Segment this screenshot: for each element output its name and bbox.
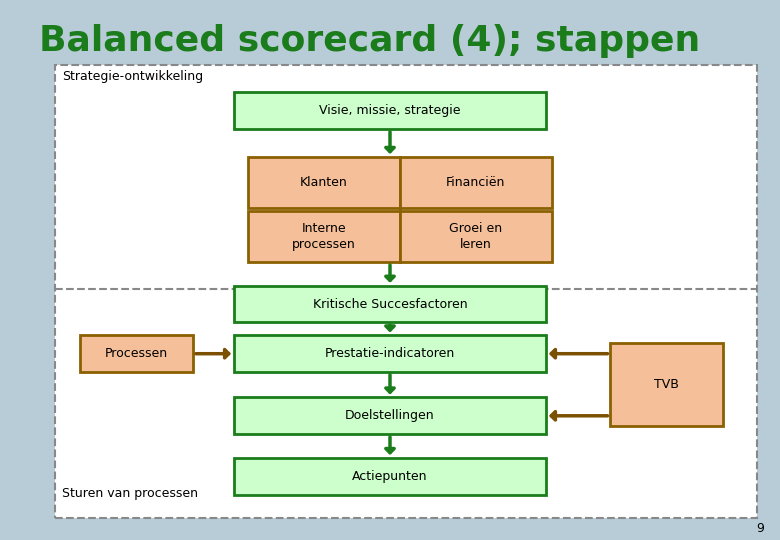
Text: Actiepunten: Actiepunten xyxy=(353,470,427,483)
Text: Sturen van processen: Sturen van processen xyxy=(62,487,198,500)
FancyBboxPatch shape xyxy=(234,458,546,495)
FancyBboxPatch shape xyxy=(399,157,552,208)
FancyBboxPatch shape xyxy=(55,65,757,518)
Text: Kritische Succesfactoren: Kritische Succesfactoren xyxy=(313,298,467,310)
Text: Visie, missie, strategie: Visie, missie, strategie xyxy=(319,104,461,117)
FancyBboxPatch shape xyxy=(234,286,546,322)
FancyBboxPatch shape xyxy=(248,211,399,262)
Text: Financiën: Financiën xyxy=(446,176,505,189)
FancyBboxPatch shape xyxy=(80,335,193,372)
FancyBboxPatch shape xyxy=(248,157,399,208)
Text: Doelstellingen: Doelstellingen xyxy=(346,409,434,422)
FancyBboxPatch shape xyxy=(399,211,552,262)
Text: Strategie-ontwikkeling: Strategie-ontwikkeling xyxy=(62,70,204,83)
Text: Groei en
leren: Groei en leren xyxy=(449,222,502,251)
FancyBboxPatch shape xyxy=(234,92,546,129)
FancyBboxPatch shape xyxy=(610,343,724,427)
Text: Processen: Processen xyxy=(105,347,168,360)
Text: Prestatie-indicatoren: Prestatie-indicatoren xyxy=(325,347,455,360)
Text: Balanced scorecard (4); stappen: Balanced scorecard (4); stappen xyxy=(39,24,700,58)
FancyBboxPatch shape xyxy=(234,397,546,434)
Text: Interne
processen: Interne processen xyxy=(292,222,356,251)
FancyBboxPatch shape xyxy=(234,335,546,372)
Text: 9: 9 xyxy=(757,522,764,535)
Text: Klanten: Klanten xyxy=(300,176,348,189)
Text: TVB: TVB xyxy=(654,378,679,391)
